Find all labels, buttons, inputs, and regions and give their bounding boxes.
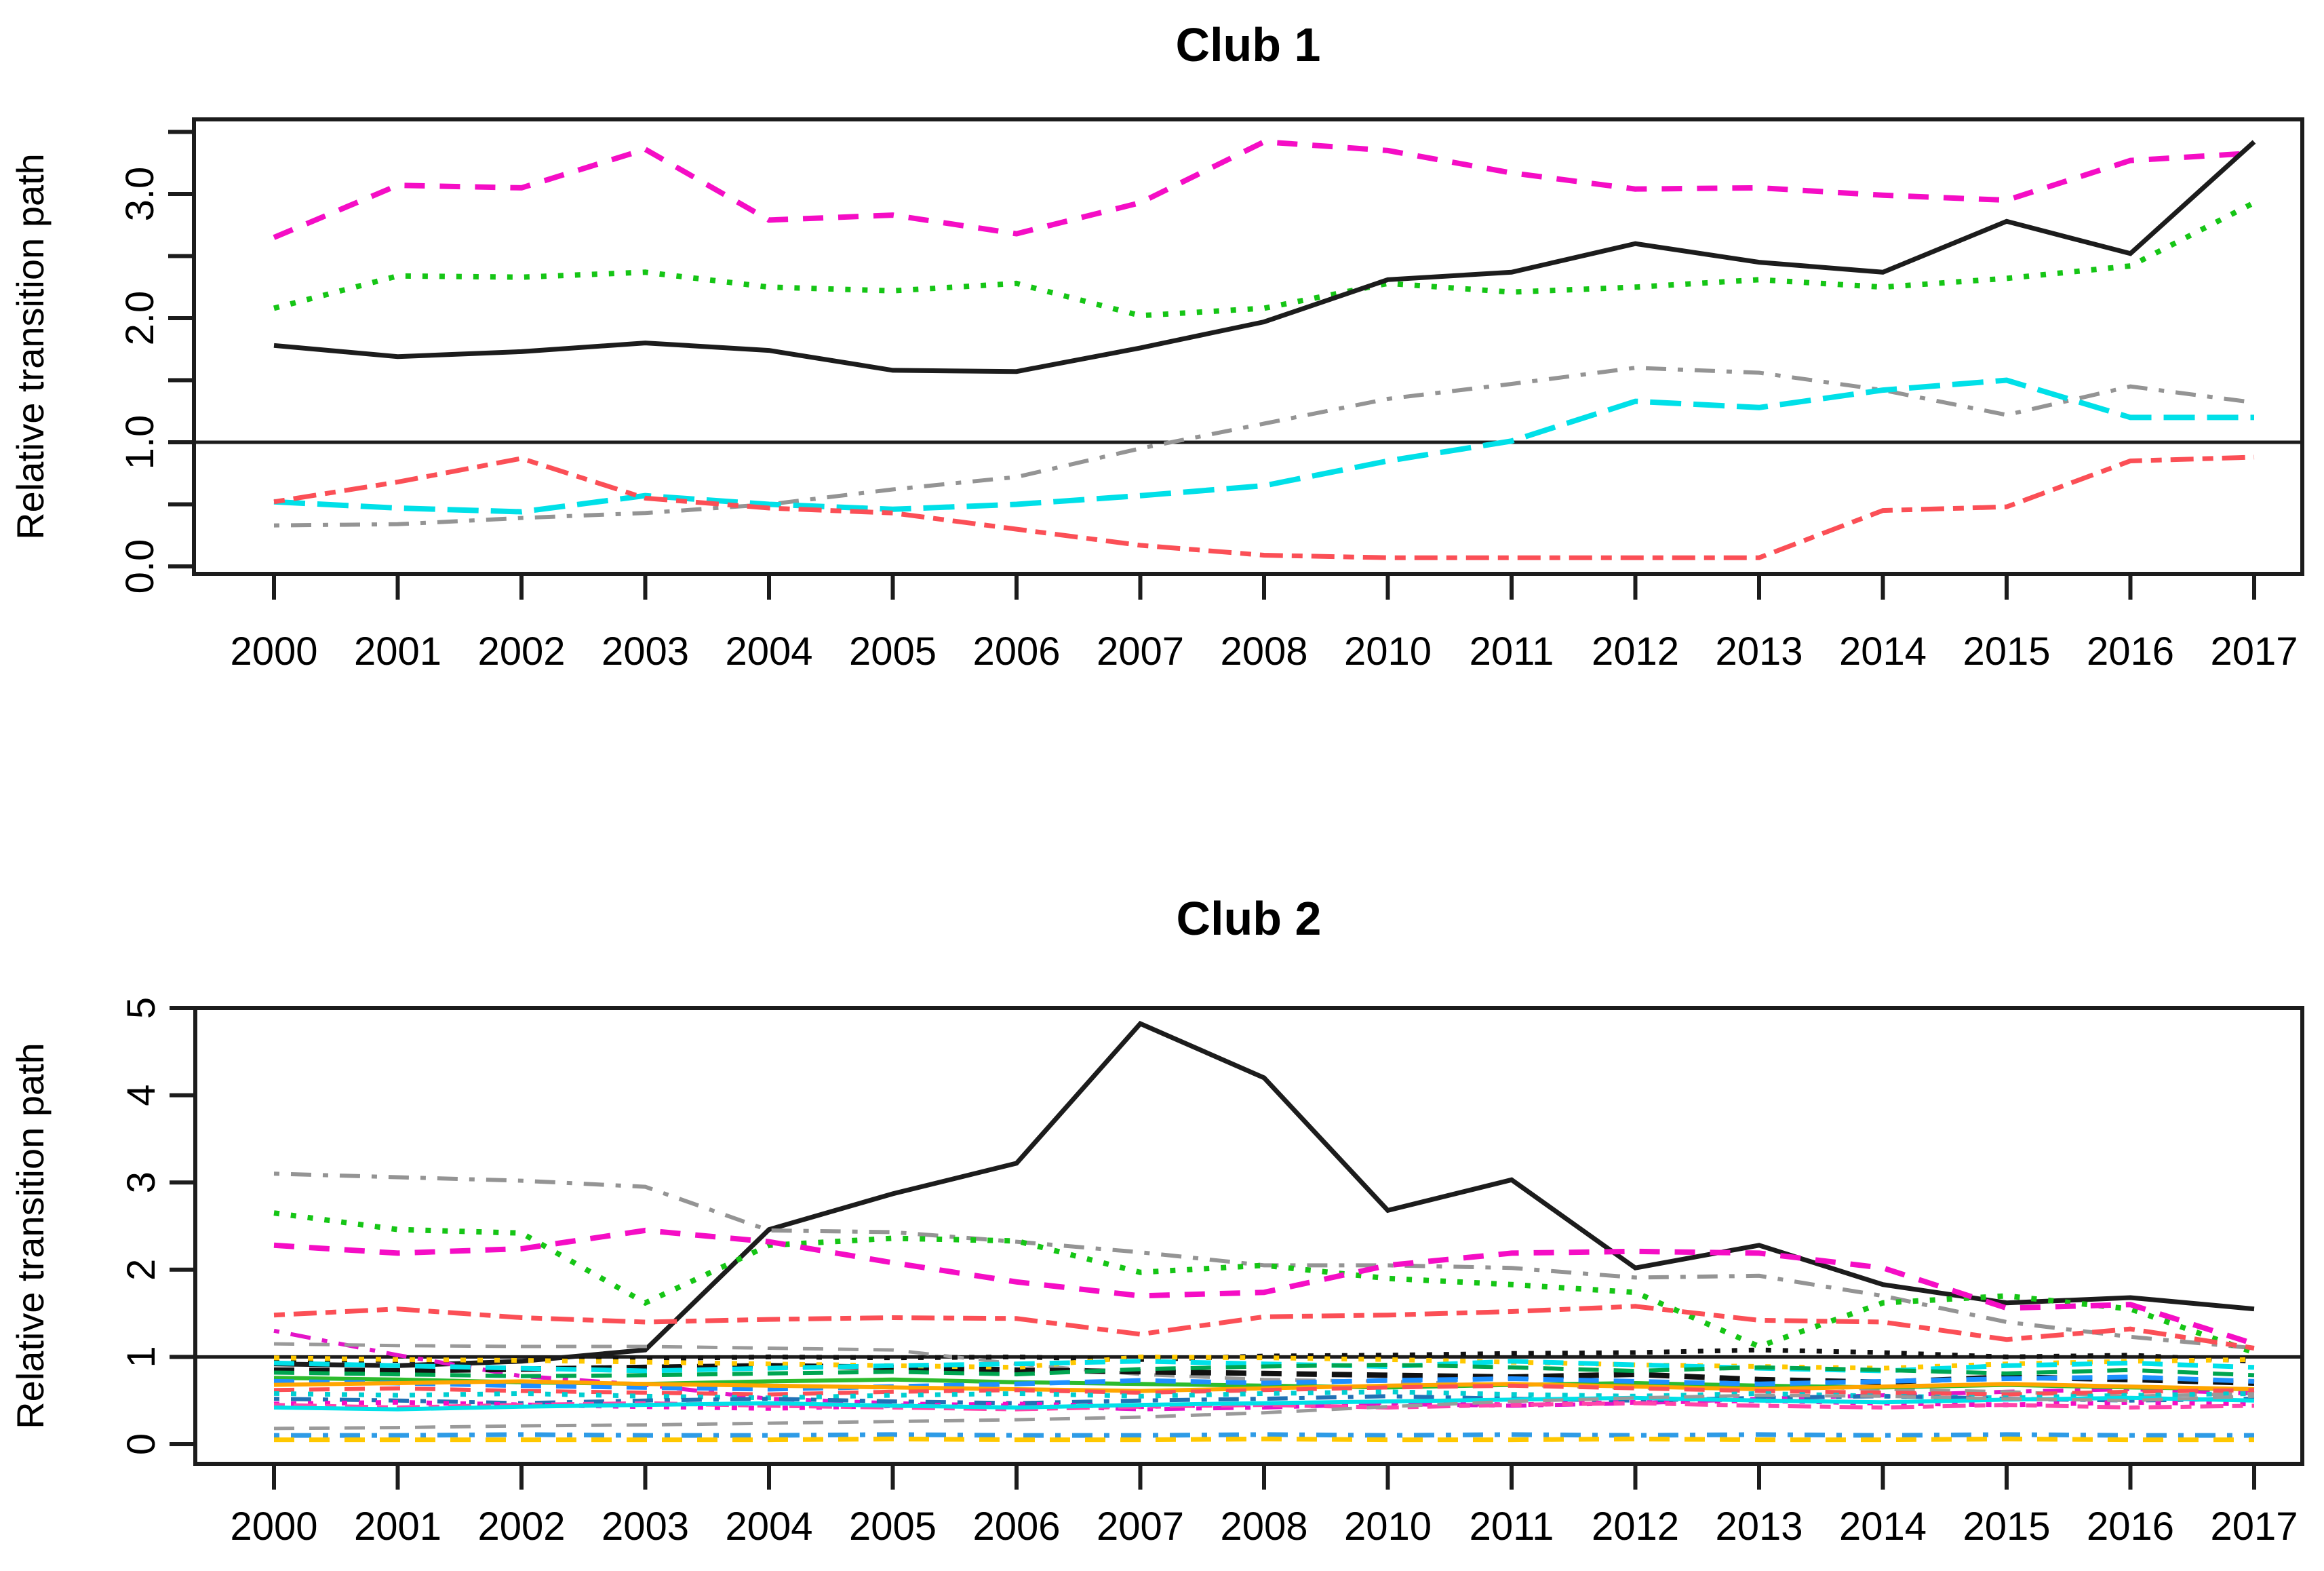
y-axis-label: Relative transition path [9, 1043, 52, 1429]
series-club1-black-solid [273, 140, 2256, 374]
series-club2-cyan-solid [273, 1395, 2255, 1412]
y-tick-label: 0.0 [118, 539, 162, 594]
y-tick-label: 0 [119, 1433, 163, 1455]
y-tick-label: 5 [119, 997, 163, 1019]
series-club2-green-dotted [273, 1210, 2256, 1355]
x-tick-label: 2015 [1963, 629, 2050, 674]
series-club1-cyan-longdash [273, 377, 2254, 515]
x-tick-label: 2008 [1220, 629, 1307, 674]
series-club2-blue-dashed [273, 1374, 2255, 1392]
x-tick-label: 2014 [1839, 1505, 1927, 1549]
x-tick-label: 2006 [972, 1505, 1060, 1549]
x-tick-label: 2008 [1220, 1505, 1307, 1549]
x-tick-label: 2005 [849, 1505, 937, 1549]
series-club1-green-dotted [273, 200, 2256, 319]
y-axis: 0.0 1.0 2.0 3.0 [118, 130, 194, 594]
y-tick-label: 2.0 [118, 291, 162, 346]
series-club1-red-dashdot [273, 454, 2255, 560]
series-club2-cyan-dashed [273, 1359, 2255, 1374]
series-group [273, 139, 2256, 560]
x-tick-label: 2013 [1715, 629, 1803, 674]
x-tick-label: 2017 [2210, 1505, 2298, 1549]
series-group [273, 1020, 2256, 1443]
x-axis: 2000 2001 2002 2003 2004 2005 2006 2007 2008 2010… [230, 574, 2298, 674]
x-tick-label: 2004 [725, 629, 812, 674]
x-tick-label: 2000 [230, 629, 317, 674]
x-tick-label: 2002 [477, 629, 565, 674]
plot-box [192, 117, 2304, 576]
x-tick-label: 2010 [1344, 1505, 1432, 1549]
x-tick-label: 2001 [354, 629, 441, 674]
x-tick-label: 2012 [1592, 1505, 1679, 1549]
y-tick-label: 3.0 [118, 167, 162, 222]
x-tick-label: 2013 [1715, 1505, 1803, 1549]
chart-title: Club 1 [1176, 18, 1321, 71]
x-tick-label: 2000 [230, 1505, 317, 1549]
x-tick-label: 2003 [602, 629, 689, 674]
series-club1-magenta-dashed [273, 139, 2255, 240]
series-club1-gray-dashdot [273, 366, 2255, 528]
club2-chart: Club 2 0 1 2 3 4 5 2000 2001 2002 2003 2004 2005 2006… [9, 892, 2304, 1549]
x-tick-label: 2015 [1963, 1505, 2050, 1549]
x-tick-label: 2006 [972, 629, 1060, 674]
x-tick-label: 2003 [602, 1505, 689, 1549]
plot-box [193, 1006, 2304, 1466]
x-tick-label: 2007 [1097, 1505, 1184, 1549]
x-tick-label: 2017 [2210, 629, 2298, 674]
x-tick-label: 2004 [725, 1505, 812, 1549]
series-club2-gray-dashed-high [273, 1342, 2255, 1398]
x-tick-label: 2011 [1470, 629, 1554, 674]
x-tick-label: 2001 [354, 1505, 441, 1549]
chart-title: Club 2 [1177, 892, 1322, 945]
y-tick-label: 4 [119, 1084, 163, 1106]
series-club2-gray-dashed-rising [273, 1393, 2255, 1431]
series-club2-red-dashdot [273, 1304, 2255, 1351]
series-club2-magenta-dashed [273, 1227, 2256, 1346]
series-club2-darkgreen-dashed [273, 1362, 2255, 1378]
x-tick-label: 2002 [477, 1505, 565, 1549]
x-tick-label: 2007 [1097, 629, 1184, 674]
y-tick-label: 1.0 [118, 415, 162, 470]
series-club2-blue-dashdot [273, 1394, 2255, 1405]
y-tick-label: 1 [119, 1346, 163, 1368]
x-tick-label: 2012 [1592, 629, 1679, 674]
y-tick-label: 2 [119, 1259, 163, 1281]
series-club2-magenta-dashdot-desc [273, 1328, 2255, 1412]
x-axis: 2000 2001 2002 2003 2004 2005 2006 2007 2008 2010… [230, 1464, 2298, 1549]
y-axis: 0 1 2 3 4 5 [119, 997, 195, 1455]
x-tick-label: 2014 [1839, 629, 1927, 674]
x-tick-label: 2005 [849, 629, 937, 674]
series-club2-black-solid [273, 1020, 2255, 1368]
x-tick-label: 2011 [1470, 1505, 1554, 1549]
x-tick-label: 2016 [2087, 1505, 2174, 1549]
y-axis-label: Relative transition path [9, 153, 52, 540]
x-tick-label: 2016 [2087, 629, 2174, 674]
y-tick-label: 3 [119, 1171, 163, 1193]
series-club2-gray-dashdot [273, 1171, 2255, 1351]
x-tick-label: 2010 [1344, 629, 1432, 674]
series-club2-red-dashed-low [273, 1383, 2255, 1397]
